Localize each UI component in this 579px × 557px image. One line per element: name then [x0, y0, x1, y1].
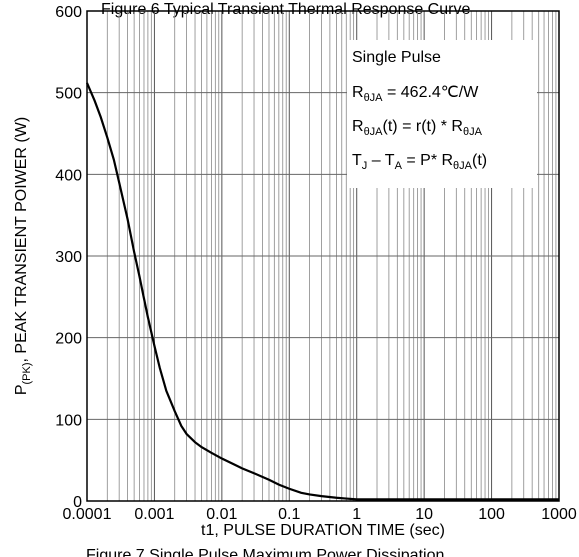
x-tick-label: 100 — [478, 506, 505, 523]
y-tick-label: 0 — [73, 494, 82, 511]
x-tick-label: 10 — [415, 506, 433, 523]
x-tick-label: 1000 — [541, 506, 577, 523]
y-tick-labels: 0 100 200 300 400 500 600 — [55, 4, 82, 511]
annotation-rthja: RθJA = 462.4℃/W — [352, 84, 479, 104]
annotation-box: Single Pulse RθJA = 462.4℃/W RθJA(t) = r(t… — [347, 40, 537, 188]
x-tick-label: 0.001 — [134, 506, 174, 523]
annotation-single_pulse: Single Pulse — [352, 49, 441, 66]
x-tick-label: 0.0001 — [63, 506, 112, 523]
annotation-rthja_t: RθJA(t) = r(t) * RθJA — [352, 118, 483, 138]
y-tick-label: 600 — [55, 4, 82, 21]
x-tick-label: 0.01 — [206, 506, 237, 523]
annotation-background — [347, 40, 537, 188]
footer-cut-text: Figure 7 Single Pulse Maximum Power Diss… — [86, 547, 444, 557]
plot-frame — [86, 10, 560, 502]
y-tick-label: 300 — [55, 249, 82, 266]
header-cut-text: Figure 6 Typical Transient Thermal Respo… — [101, 1, 470, 18]
x-tick-label: 1 — [352, 506, 361, 523]
y-axis-label: P(PK), PEAK TRANSIENT POIWER (W) — [13, 117, 33, 395]
x-tick-label: 0.1 — [278, 506, 300, 523]
x-axis-label: t1, PULSE DURATION TIME (sec) — [201, 522, 445, 539]
y-tick-label: 100 — [55, 412, 82, 429]
y-tick-label: 400 — [55, 167, 82, 184]
annotation-tj_ta: TJ – TA = P* RθJA(t) — [352, 152, 487, 172]
y-tick-label: 500 — [55, 86, 82, 103]
x-tick-labels: 0.0001 0.001 0.01 0.1 1 10 100 1000 — [63, 506, 577, 523]
series-line — [85, 82, 559, 501]
grid — [86, 11, 559, 501]
y-tick-label: 200 — [55, 331, 82, 348]
